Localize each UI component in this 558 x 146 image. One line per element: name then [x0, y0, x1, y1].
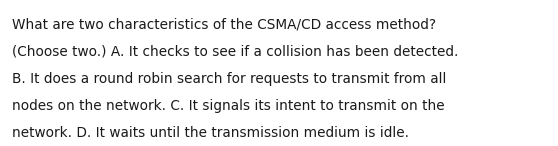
- Text: (Choose two.) A. It checks to see if a collision has been detected.: (Choose two.) A. It checks to see if a c…: [12, 45, 459, 59]
- Text: What are two characteristics of the CSMA/CD access method?: What are two characteristics of the CSMA…: [12, 18, 436, 32]
- Text: B. It does a round robin search for requests to transmit from all: B. It does a round robin search for requ…: [12, 72, 446, 86]
- Text: network. D. It waits until the transmission medium is idle.: network. D. It waits until the transmiss…: [12, 126, 409, 140]
- Text: nodes on the network. C. It signals its intent to transmit on the: nodes on the network. C. It signals its …: [12, 99, 445, 113]
